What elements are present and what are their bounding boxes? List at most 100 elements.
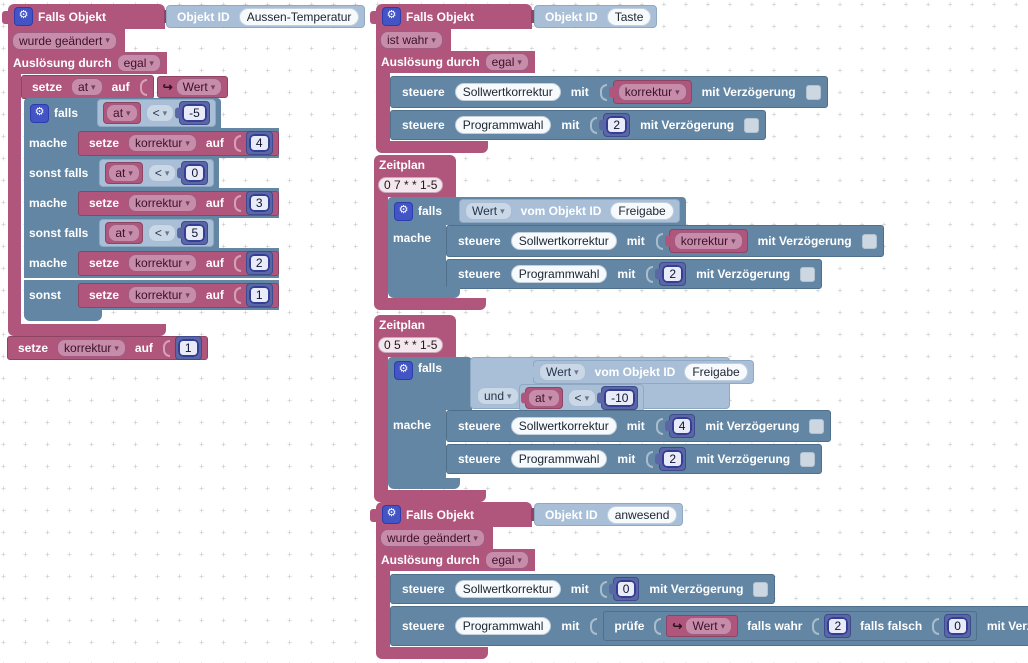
number-input[interactable]: 0	[947, 617, 968, 635]
objekt-id-input[interactable]: Freigabe	[684, 363, 748, 381]
gear-icon[interactable]: ⚙	[382, 505, 401, 524]
variable-dropdown[interactable]: at ▾	[108, 224, 140, 242]
if-row-3[interactable]: sonst falls at ▾ < ▾ 5	[24, 218, 220, 248]
variable-dropdown[interactable]: korrektur ▾	[57, 339, 126, 357]
else-row[interactable]: sonst setze korrektur ▾ auf 1	[24, 280, 279, 310]
if-block-bottom[interactable]	[388, 287, 460, 298]
trigger-mode-row[interactable]: Auslösung durch egal ▾	[376, 549, 535, 571]
logic-und-block[interactable]: Wert ▾ vom Objekt ID Freigabe und ▾ at ▾ < ▾…	[470, 357, 754, 412]
if-block-bottom[interactable]	[388, 478, 460, 489]
if-row[interactable]: ⚙ falls	[388, 357, 472, 410]
number-block[interactable]: -5	[175, 101, 210, 125]
trigger-block-spine[interactable]	[376, 571, 390, 647]
gear-icon[interactable]: ⚙	[394, 201, 413, 221]
variable-block-korrektur[interactable]: korrektur ▾	[608, 80, 692, 104]
schedule-block-spine[interactable]	[374, 357, 388, 490]
number-input[interactable]: 4	[671, 417, 693, 435]
control-block[interactable]: steuere Programmwahl mit 2 mit Verzögeru…	[446, 259, 823, 289]
number-block[interactable]: 4	[664, 414, 696, 438]
trigger-block-bottom[interactable]	[8, 324, 166, 336]
objekt-id-input[interactable]: Taste	[606, 7, 652, 26]
variable-block-at[interactable]: at ▾	[103, 102, 141, 124]
wert-dropdown[interactable]: Wert ▾	[175, 78, 223, 96]
objekt-id-block-taste[interactable]: Objekt ID Taste	[534, 5, 658, 28]
control-block[interactable]: steuere Sollwertkorrektur mit korrektur ▾…	[390, 76, 828, 108]
setze-korrektur-block[interactable]: setze korrektur ▾ auf 1	[78, 282, 279, 308]
trigger-mode-dropdown[interactable]: egal ▾	[116, 54, 161, 72]
if-do-row-3[interactable]: mache setze korrektur ▾ auf 2	[24, 248, 279, 278]
number-block[interactable]: 2	[655, 447, 687, 471]
number-input[interactable]: 2	[662, 265, 684, 283]
gear-icon[interactable]: ⚙	[30, 103, 49, 123]
wert-vom-objekt-block[interactable]: Wert ▾ vom Objekt ID Freigabe	[529, 360, 754, 384]
wert-value-block[interactable]: ↪ Wert ▾	[156, 76, 229, 98]
if-block-bottom[interactable]	[24, 310, 102, 321]
variable-block-at[interactable]: at ▾	[105, 162, 143, 184]
wert-vom-objekt-block[interactable]: Wert ▾ vom Objekt ID Freigabe	[459, 199, 680, 223]
operator-dropdown[interactable]: < ▾	[147, 164, 177, 182]
trigger-type-row[interactable]: wurde geändert ▾	[376, 527, 493, 549]
variable-block-at[interactable]: at ▾	[521, 387, 563, 409]
trigger-mode-dropdown[interactable]: egal ▾	[484, 53, 529, 71]
wert-dropdown[interactable]: Wert ▾	[685, 617, 733, 635]
setze-korrektur-block[interactable]: setze korrektur ▾ auf 3	[78, 190, 279, 216]
cron-input[interactable]: 0 5 * * 1-5	[378, 337, 444, 353]
objekt-id-input[interactable]: Aussen-Temperatur	[238, 7, 360, 26]
operator-dropdown[interactable]: < ▾	[145, 104, 175, 122]
number-input[interactable]: 2	[248, 254, 270, 272]
if-do-column[interactable]: mache	[388, 225, 446, 287]
number-block[interactable]: 2	[824, 614, 852, 638]
wert-dropdown[interactable]: Wert ▾	[465, 202, 512, 220]
comparison-block[interactable]: at ▾ < ▾ -5	[97, 99, 216, 127]
number-input[interactable]: 2	[827, 617, 849, 635]
number-block[interactable]: 4	[245, 131, 273, 155]
control-block[interactable]: steuere Programmwahl mit 2 mit Verzögeru…	[390, 110, 767, 140]
trigger-type-dropdown[interactable]: ist wahr ▾	[380, 31, 443, 49]
delay-checkbox[interactable]	[809, 418, 825, 434]
control-block[interactable]: steuere Programmwahl mit prüfe ↪ Wert ▾ f…	[390, 606, 1028, 646]
comparison-block[interactable]: at ▾ < ▾ 5	[99, 219, 215, 247]
trigger-block-bottom[interactable]	[376, 141, 488, 153]
state-id-input[interactable]: Sollwertkorrektur	[454, 580, 561, 598]
number-block[interactable]: 1	[174, 336, 202, 360]
schedule-block-bottom[interactable]	[374, 490, 486, 502]
state-id-input[interactable]: Programmwahl	[510, 265, 608, 283]
number-input[interactable]: -10	[604, 389, 636, 407]
delay-checkbox[interactable]	[805, 84, 821, 100]
number-block[interactable]: 5	[177, 221, 209, 245]
setze-korrektur-block[interactable]: setze korrektur ▾ auf 4	[78, 130, 279, 156]
objekt-id-input[interactable]: Freigabe	[610, 202, 674, 220]
if-row[interactable]: ⚙ falls Wert ▾ vom Objekt ID Freigabe	[388, 197, 686, 225]
trigger-type-dropdown[interactable]: wurde geändert ▾	[12, 31, 117, 50]
gear-icon[interactable]: ⚙	[382, 7, 401, 26]
number-input[interactable]: 1	[248, 286, 270, 304]
ternary-block[interactable]: prüfe ↪ Wert ▾ falls wahr 2 falls falsch …	[603, 611, 977, 641]
number-input[interactable]: 1	[177, 339, 199, 357]
number-input[interactable]: 2	[606, 116, 628, 134]
number-block[interactable]: 0	[177, 161, 209, 185]
number-input[interactable]: 4	[248, 134, 270, 152]
trigger-block-spine[interactable]	[8, 74, 21, 324]
wert-dropdown[interactable]: Wert ▾	[539, 363, 586, 381]
comparison-block[interactable]: at ▾ < ▾ 0	[99, 159, 215, 187]
gear-icon[interactable]: ⚙	[14, 7, 33, 26]
operator-dropdown[interactable]: < ▾	[567, 389, 597, 407]
trigger-mode-row[interactable]: Auslösung durch egal ▾	[376, 51, 535, 73]
trigger-block-header-anwesend[interactable]: ⚙ Falls Objekt	[370, 502, 539, 527]
objekt-id-block-aussen[interactable]: Objekt ID Aussen-Temperatur	[166, 5, 366, 28]
wert-value-block[interactable]: ↪ Wert ▾	[666, 615, 739, 637]
state-id-input[interactable]: Programmwahl	[454, 116, 552, 134]
number-input[interactable]: 2	[662, 450, 684, 468]
delay-checkbox[interactable]	[744, 117, 760, 133]
number-block[interactable]: 2	[599, 113, 631, 137]
trigger-block-bottom[interactable]	[376, 647, 488, 659]
trigger-type-dropdown[interactable]: wurde geändert ▾	[380, 529, 485, 547]
trigger-mode-row[interactable]: Auslösung durch egal ▾	[8, 52, 167, 74]
trigger-block-spine[interactable]	[376, 73, 390, 141]
if-do-column[interactable]: mache	[388, 410, 446, 478]
variable-dropdown[interactable]: at ▾	[106, 104, 138, 122]
state-id-input[interactable]: Sollwertkorrektur	[454, 83, 561, 101]
schedule-block-bottom[interactable]	[374, 298, 486, 310]
cron-input[interactable]: 0 7 * * 1-5	[378, 177, 444, 193]
control-block[interactable]: steuere Sollwertkorrektur mit 0 mit Verz…	[390, 574, 776, 604]
